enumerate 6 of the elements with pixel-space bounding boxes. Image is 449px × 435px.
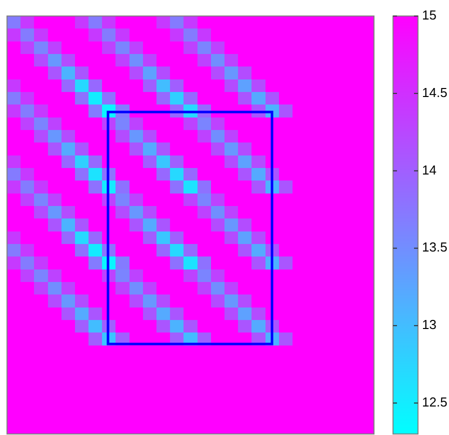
color-bar-label: 14 bbox=[422, 162, 436, 178]
color-bar-label: 13 bbox=[422, 317, 436, 332]
color-bar-label: 15 bbox=[422, 7, 436, 22]
color-bar-label: 13.5 bbox=[422, 240, 448, 255]
color-bar-label: 12.5 bbox=[422, 394, 448, 410]
color-bar-label: 14.5 bbox=[422, 84, 448, 100]
